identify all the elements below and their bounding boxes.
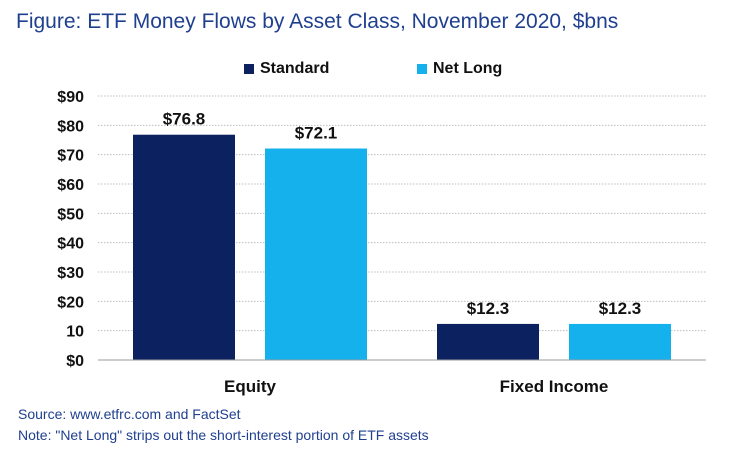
y-tick-label: $40 [57,236,84,253]
y-tick-label: $90 [57,89,84,106]
y-tick-label: $0 [66,353,84,370]
footnote: Note: "Net Long" strips out the short-in… [18,427,429,443]
legend: Standard Net Long [0,60,753,82]
data-label: $12.3 [467,299,510,318]
y-tick-label: $60 [57,177,84,194]
bar-standard-equity [133,134,235,360]
bar-standard-fixed-income [437,323,539,360]
legend-item-standard: Standard [244,60,329,78]
y-tick-label: $30 [57,265,84,282]
data-label: $76.8 [163,110,206,129]
y-tick-label: 10 [66,324,84,341]
title-lead: Figure: [16,10,82,33]
y-tick-label: $70 [57,148,84,165]
x-tick-label: Equity [224,377,276,396]
bar-chart: $010$20$30$40$50$60$70$80$90 $76.8$72.1$… [57,89,706,396]
legend-label-standard: Standard [260,60,330,77]
bars: $76.8 $72.1 $12.3 $12.3 [133,110,671,360]
legend-swatch-standard [244,64,254,74]
y-tick-label: $50 [57,206,84,223]
data-label: $12.3 [599,299,642,318]
legend-label-net-long: Net Long [433,60,503,77]
source-note: Source: www.etfrc.com and FactSet [18,406,241,422]
legend-item-net-long: Net Long [417,60,502,78]
grid [98,95,706,332]
y-tick-label: $80 [57,118,84,135]
y-axis: $0 10 $20 $30 $40 $50 $60 $70 $80 $90 [57,89,84,370]
y-tick-label: $20 [57,294,84,311]
bar-net-long-fixed-income [569,323,671,360]
x-axis: Equity Fixed Income [98,359,706,396]
data-label: $72.1 [295,124,338,143]
chart-notes: Source: www.etfrc.com and FactSet Note: … [18,404,429,446]
title-text: ETF Money Flows by Asset Class, November… [87,10,619,33]
legend-swatch-net-long [417,64,427,74]
chart-title: Figure: ETF Money Flows by Asset Class, … [16,10,618,34]
bar-net-long-equity [265,148,367,360]
x-tick-label: Fixed Income [500,377,609,396]
